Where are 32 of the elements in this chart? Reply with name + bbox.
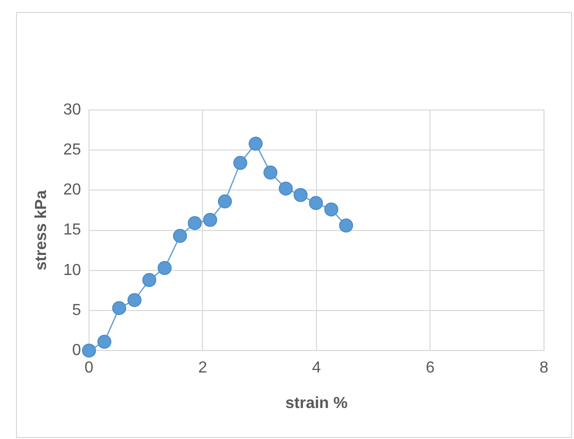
point <box>203 212 218 227</box>
point <box>278 182 293 196</box>
point <box>294 188 308 202</box>
x-tick-label: 0 <box>84 360 94 377</box>
y-tick-label: 25 <box>63 142 82 159</box>
point <box>218 194 232 208</box>
y-tick-label: 5 <box>72 302 82 319</box>
point <box>188 216 202 230</box>
point <box>158 260 172 275</box>
y-tick-label: 30 <box>63 101 82 118</box>
y-axis-title: stress kPa <box>33 190 50 270</box>
point <box>127 293 142 308</box>
point <box>248 136 263 151</box>
point <box>173 228 187 243</box>
point <box>82 344 96 358</box>
y-tick-label: 15 <box>63 222 82 239</box>
point <box>339 218 354 232</box>
point <box>308 196 323 210</box>
x-tick-label: 6 <box>426 360 435 377</box>
y-tick-label: 10 <box>63 262 82 279</box>
x-axis-title: strain % <box>285 394 348 412</box>
point <box>263 166 278 180</box>
point <box>97 334 112 349</box>
x-tick-label: 8 <box>540 360 549 377</box>
x-tick-label: 4 <box>312 360 322 377</box>
point <box>142 273 156 288</box>
x-tick-label: 2 <box>198 360 208 377</box>
y-tick-label: 20 <box>63 182 82 199</box>
point <box>233 156 248 170</box>
point <box>324 202 338 216</box>
y-tick-label: 0 <box>72 342 82 360</box>
point <box>112 301 126 316</box>
